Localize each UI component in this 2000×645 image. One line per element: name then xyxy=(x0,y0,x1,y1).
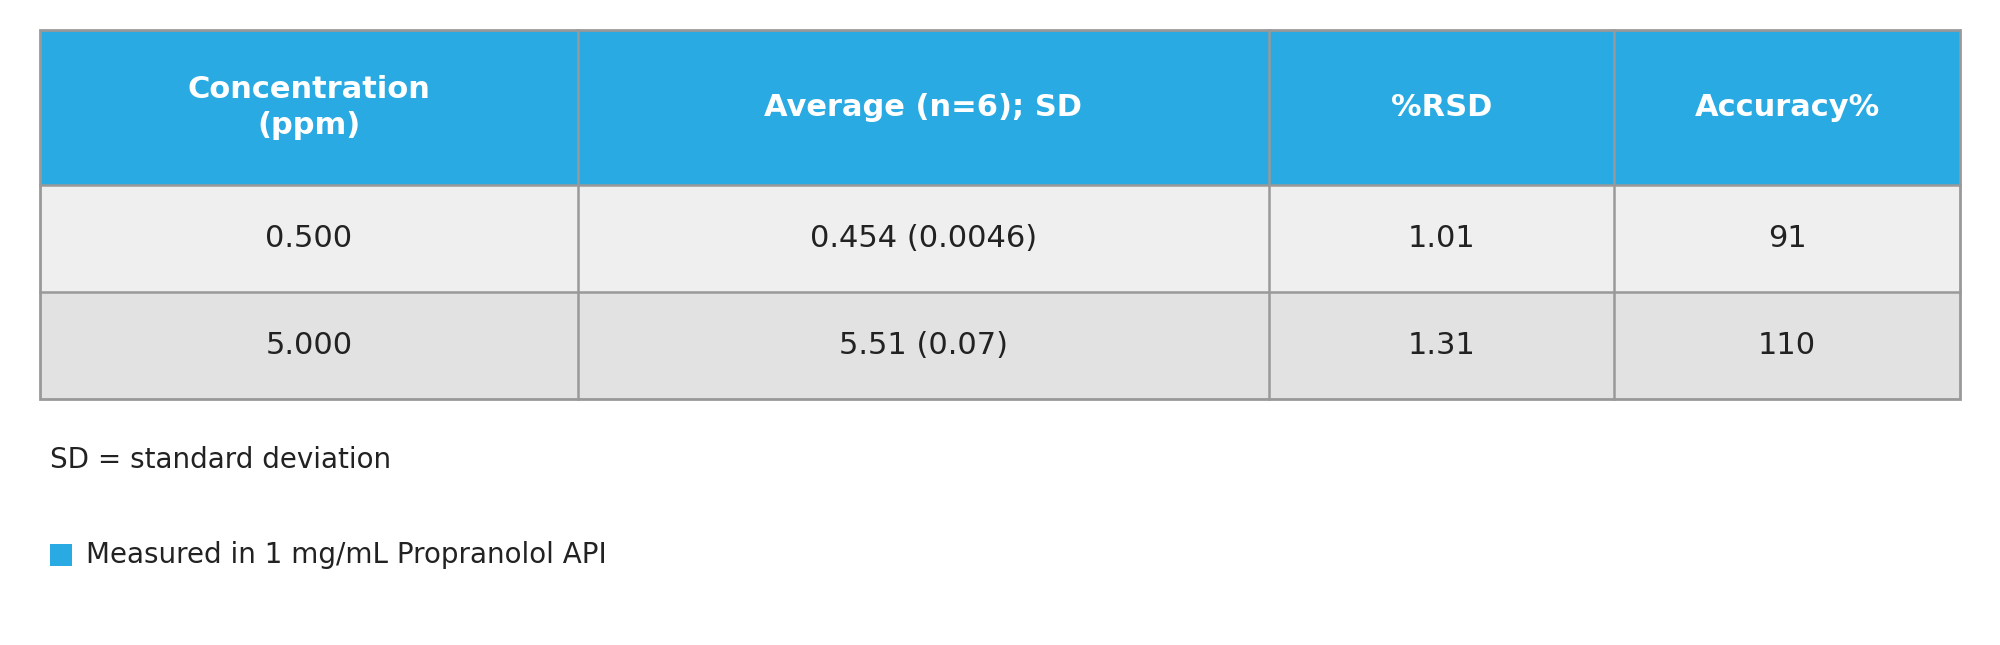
Text: 1.01: 1.01 xyxy=(1408,224,1476,253)
Text: Average (n=6); SD: Average (n=6); SD xyxy=(764,93,1082,122)
Bar xyxy=(578,30,1268,185)
Bar xyxy=(40,292,578,399)
Text: %RSD: %RSD xyxy=(1390,93,1492,122)
Text: 5.51 (0.07): 5.51 (0.07) xyxy=(838,331,1008,360)
Text: 1.31: 1.31 xyxy=(1408,331,1476,360)
Text: SD = standard deviation: SD = standard deviation xyxy=(50,446,392,474)
Bar xyxy=(40,30,1960,399)
Bar xyxy=(578,292,1268,399)
Text: 110: 110 xyxy=(1758,331,1816,360)
Bar xyxy=(40,30,578,185)
Bar xyxy=(578,185,1268,292)
Bar xyxy=(1614,30,1960,185)
Bar xyxy=(1268,30,1614,185)
Bar xyxy=(1268,185,1614,292)
Bar xyxy=(40,185,578,292)
Text: Concentration
(ppm): Concentration (ppm) xyxy=(188,75,430,140)
Text: Measured in 1 mg/mL Propranolol API: Measured in 1 mg/mL Propranolol API xyxy=(86,541,606,569)
Text: 0.500: 0.500 xyxy=(266,224,352,253)
Bar xyxy=(1268,292,1614,399)
Text: 5.000: 5.000 xyxy=(266,331,352,360)
Text: 0.454 (0.0046): 0.454 (0.0046) xyxy=(810,224,1036,253)
Text: 91: 91 xyxy=(1768,224,1806,253)
Bar xyxy=(50,544,72,566)
Bar xyxy=(1614,292,1960,399)
Bar xyxy=(1614,185,1960,292)
Text: Accuracy%: Accuracy% xyxy=(1694,93,1880,122)
